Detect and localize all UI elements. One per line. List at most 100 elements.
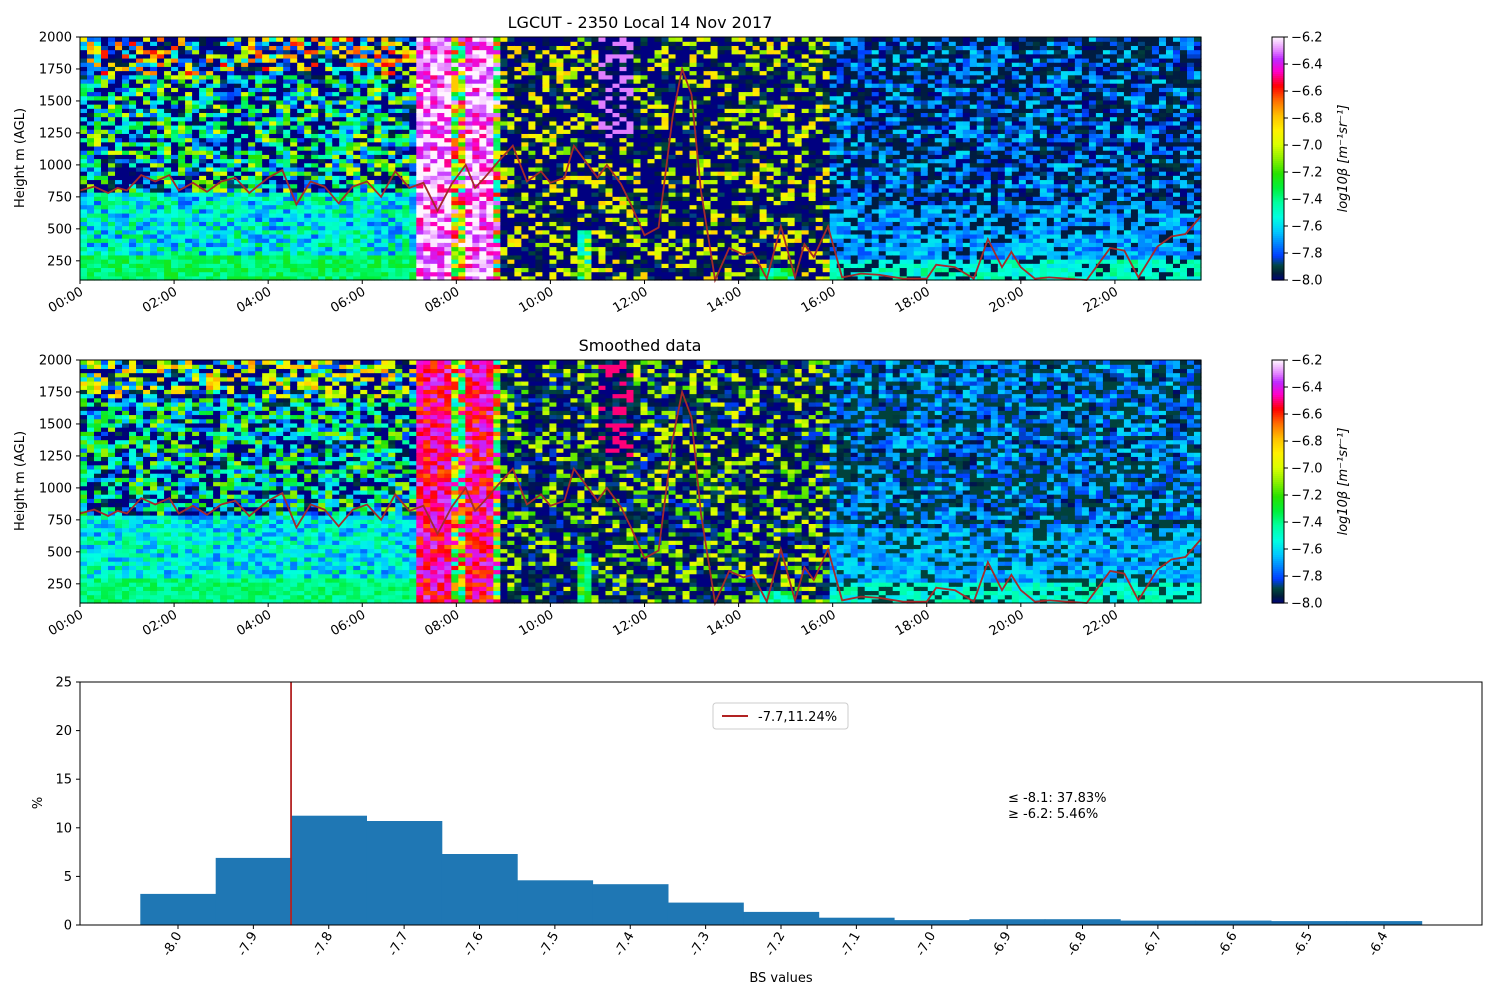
heatmap-cell — [178, 53, 186, 59]
heatmap-cell — [619, 246, 628, 252]
heatmap-cell — [164, 246, 172, 252]
heatmap-cell — [381, 62, 389, 67]
heatmap-cell — [556, 141, 565, 147]
heatmap-cell — [297, 70, 305, 76]
heatmap-cell — [388, 87, 396, 93]
heatmap-cell — [108, 200, 116, 206]
heatmap-cell — [591, 267, 600, 273]
heatmap-cell — [584, 229, 593, 235]
heatmap-cell — [444, 133, 452, 139]
heatmap-cell — [633, 129, 642, 134]
heatmap-cell — [542, 129, 551, 134]
heatmap-cell — [661, 108, 670, 114]
heatmap-cell — [318, 254, 326, 260]
heatmap-cell — [262, 275, 270, 281]
heatmap-cell — [479, 99, 487, 105]
heatmap-cell — [199, 221, 207, 227]
heatmap-cell — [213, 271, 221, 277]
heatmap-cell — [94, 87, 102, 93]
heatmap-cell — [472, 141, 480, 147]
heatmap-cell — [535, 57, 544, 63]
heatmap-cell — [647, 141, 656, 147]
heatmap-cell — [521, 41, 529, 46]
heatmap-cell — [157, 104, 165, 109]
heatmap-cell — [514, 200, 522, 206]
heatmap-cell — [269, 217, 277, 222]
heatmap-cell — [633, 158, 642, 164]
heatmap-cell — [87, 70, 95, 76]
heatmap-cell — [318, 196, 326, 201]
heatmap-cell — [521, 238, 529, 243]
heatmap-cell — [395, 78, 403, 84]
heatmap-cell — [150, 217, 158, 222]
heatmap-cell — [304, 91, 312, 97]
heatmap-cell — [360, 217, 368, 222]
heatmap-cell — [598, 45, 607, 51]
heatmap-cell — [129, 267, 137, 273]
heatmap-cell — [619, 212, 628, 218]
heatmap-cell — [591, 259, 600, 264]
heatmap-cell — [220, 53, 228, 59]
heatmap-cell — [437, 175, 445, 181]
heatmap-cell — [549, 133, 558, 139]
heatmap-cell — [80, 183, 88, 189]
heatmap-cell — [528, 83, 537, 88]
heatmap-cell — [640, 166, 649, 172]
heatmap-cell — [612, 53, 621, 59]
heatmap-cell — [178, 87, 186, 93]
heatmap-cell — [409, 254, 417, 260]
heatmap-cell — [479, 179, 487, 185]
heatmap-cell — [521, 49, 529, 55]
heatmap-cell — [157, 49, 165, 55]
heatmap-cell — [661, 95, 670, 101]
heatmap-cell — [353, 112, 361, 118]
heatmap-cell — [206, 133, 214, 139]
heatmap-cell — [654, 112, 663, 118]
heatmap-cell — [234, 87, 242, 93]
heatmap-cell — [150, 166, 158, 172]
heatmap-cell — [262, 133, 270, 139]
heatmap-cell — [101, 91, 109, 97]
heatmap-cell — [178, 66, 186, 72]
heatmap-cell — [521, 66, 529, 72]
heatmap-cell — [647, 53, 656, 59]
heatmap-cell — [458, 204, 466, 210]
heatmap-cell — [248, 275, 256, 281]
heatmap-cell — [437, 271, 445, 277]
heatmap-cell — [87, 133, 95, 139]
heatmap-cell — [150, 137, 158, 143]
heatmap-cell — [269, 171, 277, 176]
heatmap-cell — [514, 246, 522, 252]
heatmap-cell — [276, 162, 284, 168]
heatmap-cell — [283, 208, 291, 214]
heatmap-cell — [444, 37, 452, 42]
heatmap-cell — [430, 91, 438, 97]
heatmap-cell — [171, 246, 179, 252]
heatmap-cell — [605, 250, 614, 256]
heatmap-cell — [598, 99, 607, 105]
heatmap-cell — [199, 238, 207, 243]
heatmap-cell — [374, 133, 382, 139]
heatmap-cell — [444, 74, 452, 80]
heatmap-cell — [500, 250, 508, 256]
heatmap-cell — [654, 212, 663, 218]
heatmap-cell — [115, 95, 123, 101]
heatmap-cell — [654, 200, 663, 206]
heatmap-cell — [367, 116, 375, 122]
heatmap-cell — [661, 112, 670, 118]
heatmap-cell — [458, 212, 466, 218]
heatmap-cell — [647, 62, 656, 67]
heatmap-cell — [647, 259, 656, 264]
heatmap-cell — [234, 183, 242, 189]
heatmap-cell — [479, 196, 487, 201]
heatmap-cell — [367, 62, 375, 67]
heatmap-cell — [353, 204, 361, 210]
heatmap-cell — [87, 175, 95, 181]
heatmap-cell — [647, 221, 656, 227]
heatmap-cell — [227, 242, 235, 248]
heatmap-cell — [248, 233, 256, 239]
heatmap-cell — [542, 141, 551, 147]
heatmap-cell — [129, 116, 137, 122]
heatmap-cell — [654, 57, 663, 63]
heatmap-cell — [598, 212, 607, 218]
